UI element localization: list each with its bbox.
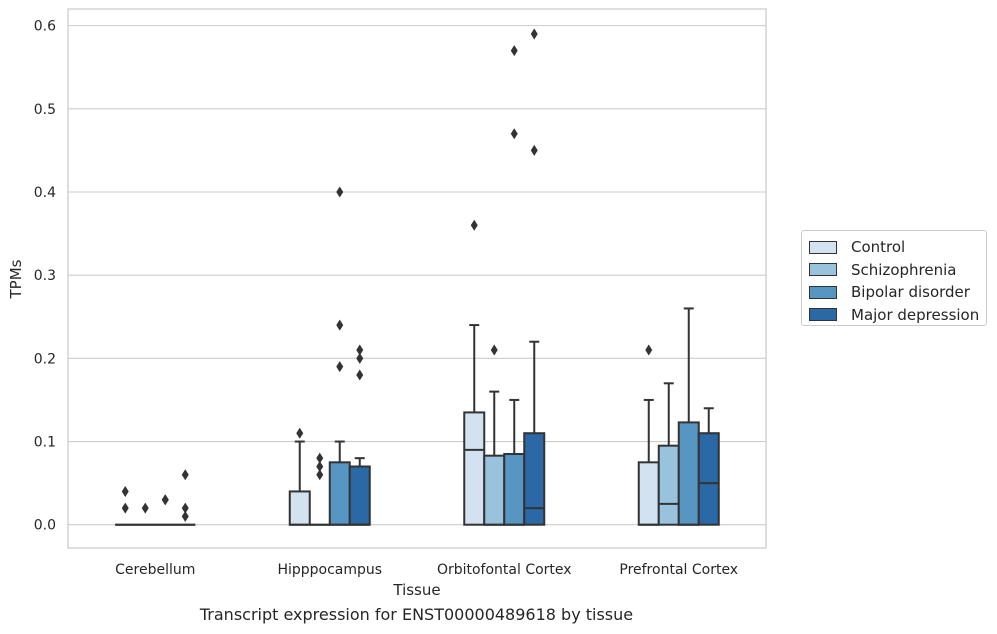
box: [288, 427, 311, 526]
outlier-point: [645, 344, 653, 356]
box: [175, 469, 196, 526]
box: [348, 344, 371, 526]
legend-swatch-schizophrenia: [809, 263, 837, 277]
outlier-point: [336, 186, 344, 198]
outlier-point: [470, 219, 478, 231]
box-body: [483, 454, 506, 526]
legend-swatch-major-depression: [809, 308, 837, 322]
box: [155, 494, 176, 526]
box-body: [523, 432, 546, 526]
outlier-point: [490, 344, 498, 356]
box: [115, 485, 136, 526]
box: [463, 219, 486, 526]
legend-label-bipolar-disorder: Bipolar disorder: [851, 283, 970, 302]
y-tick-label: 0.0: [34, 518, 56, 534]
outlier-point: [316, 469, 324, 481]
legend-label-control: Control: [851, 238, 906, 257]
x-tick-label: Hipppocampus: [277, 562, 382, 578]
box: [677, 307, 700, 526]
y-tick-label: 0.2: [34, 351, 56, 367]
legend-swatch-control: [809, 240, 837, 254]
box-body: [637, 461, 660, 526]
legend-item-schizophrenia: Schizophrenia: [809, 259, 986, 282]
legend-swatch-bipolar-disorder: [809, 285, 837, 299]
box: [697, 407, 720, 526]
box-body: [503, 453, 526, 526]
legend-label-schizophrenia: Schizophrenia: [851, 260, 957, 279]
x-tick-labels: Cerebellum Hipppocampus Orbitofontal Corte…: [115, 562, 738, 578]
outlier-point: [141, 502, 149, 514]
box: [483, 344, 506, 526]
outlier-point: [530, 28, 538, 40]
legend-item-bipolar-disorder: Bipolar disorder: [809, 281, 986, 304]
chart-caption: Transcript expression for ENST0000048961…: [199, 605, 634, 624]
outlier-point: [121, 485, 129, 497]
plot-frame: [67, 8, 767, 549]
outlier-point: [336, 361, 344, 373]
box-body: [328, 461, 351, 526]
outlier-point: [530, 144, 538, 156]
box: [309, 452, 330, 526]
y-tick-label: 0.6: [34, 19, 56, 35]
box: [135, 502, 156, 526]
legend-label-major-depression: Major depression: [851, 305, 980, 324]
box-body: [697, 432, 720, 526]
outlier-point: [356, 369, 364, 381]
y-tick-label: 0.5: [34, 102, 56, 118]
box-body: [348, 465, 371, 526]
box: [503, 45, 526, 526]
outlier-point: [181, 502, 189, 514]
x-tick-label: Cerebellum: [115, 562, 195, 578]
outlier-point: [181, 510, 189, 522]
box-body: [677, 421, 700, 526]
box: [523, 28, 546, 526]
box: [637, 344, 660, 526]
box-series: [115, 28, 720, 526]
outlier-point: [316, 452, 324, 464]
y-tick-labels: 0.0 0.1 0.2 0.3 0.4 0.5 0.6: [34, 19, 56, 534]
outlier-point: [336, 319, 344, 331]
box: [328, 186, 351, 526]
grid-lines: [68, 25, 766, 526]
outlier-point: [356, 352, 364, 364]
y-tick-label: 0.1: [34, 435, 56, 451]
x-tick-label: Prefrontal Cortex: [619, 562, 738, 578]
x-tick-label: Orbitofontal Cortex: [437, 562, 572, 578]
legend-item-control: Control: [809, 236, 986, 259]
box-body: [288, 490, 311, 526]
outlier-point: [296, 427, 304, 439]
outlier-point: [316, 460, 324, 472]
y-axis-label: TPMs: [7, 259, 25, 299]
y-tick-label: 0.3: [34, 268, 56, 284]
outlier-point: [356, 344, 364, 356]
legend: Control Schizophrenia Bipolar disorder M…: [801, 230, 987, 326]
outlier-point: [121, 502, 129, 514]
box-body: [463, 411, 486, 526]
box: [657, 382, 680, 526]
x-axis-label: Tissue: [392, 581, 440, 599]
outlier-point: [181, 469, 189, 481]
legend-item-major-depression: Major depression: [809, 304, 986, 327]
box-body: [657, 444, 680, 526]
outlier-point: [510, 45, 518, 57]
outlier-point: [161, 494, 169, 506]
outlier-point: [510, 128, 518, 140]
y-tick-label: 0.4: [34, 185, 56, 201]
